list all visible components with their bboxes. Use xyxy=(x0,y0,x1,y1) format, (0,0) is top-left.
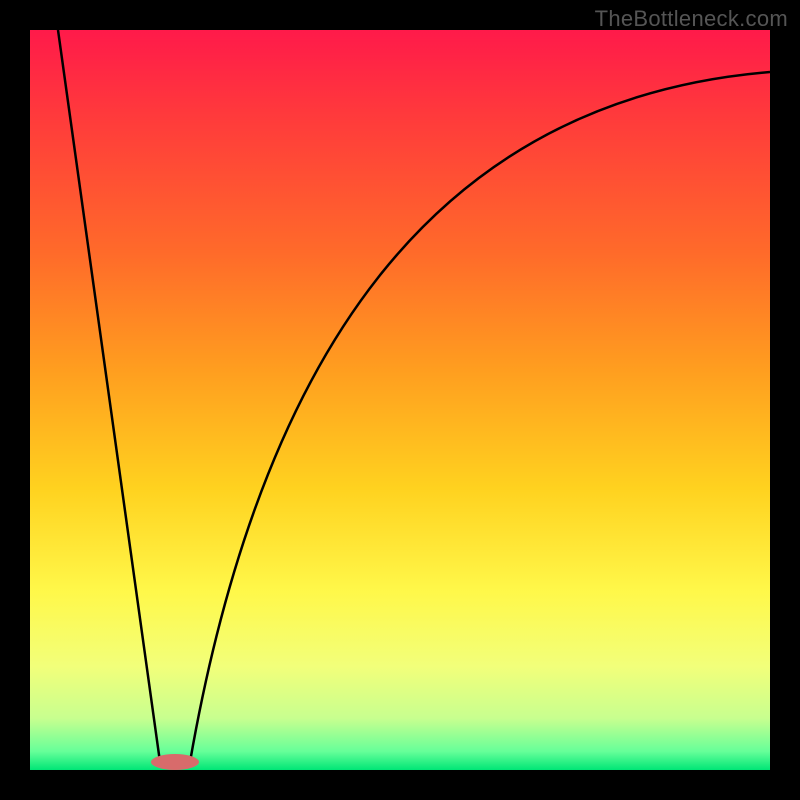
watermark-text: TheBottleneck.com xyxy=(595,6,788,32)
chart-container: TheBottleneck.com xyxy=(0,0,800,800)
bottleneck-chart xyxy=(0,0,800,800)
bottleneck-marker xyxy=(151,754,199,770)
chart-background-gradient xyxy=(30,30,770,770)
